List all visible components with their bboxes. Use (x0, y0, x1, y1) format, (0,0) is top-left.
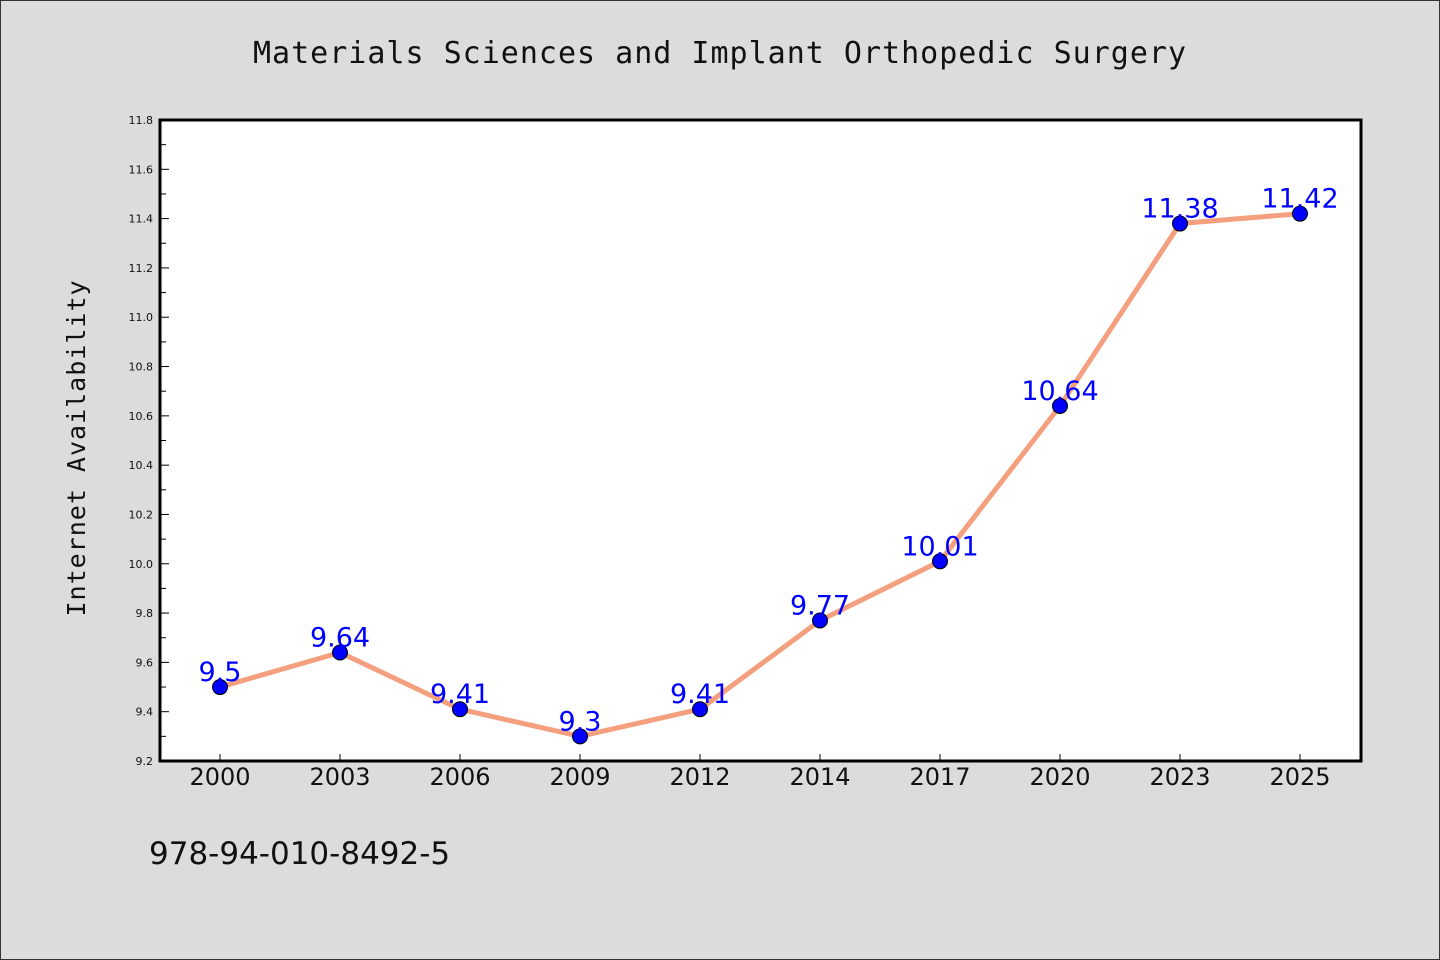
data-point-marker (332, 644, 348, 661)
y-tick-label: 10.0 (129, 558, 154, 571)
data-point-marker (812, 612, 828, 629)
data-point-marker (1172, 215, 1188, 232)
y-tick-label: 9.6 (136, 656, 154, 669)
x-tick-label: 2009 (549, 763, 610, 791)
data-value-label: 10.64 (1021, 376, 1098, 407)
data-value-label: 9.77 (790, 590, 850, 621)
y-axis-label: Internet Availability (62, 279, 91, 616)
y-tick-label: 11.4 (129, 213, 154, 226)
x-axis: 2000 2003 2006 2009 2012 2014 2017 2020 2023 2025 (189, 754, 1331, 791)
data-point-marker (692, 701, 708, 718)
data-point-marker (1052, 397, 1068, 414)
data-point-marker (932, 553, 948, 570)
x-tick-label: 2014 (789, 763, 850, 791)
data-label-group: 9.5 9.64 9.41 9.3 9.41 9.77 10.01 10.64 11.38 11.… (199, 184, 1339, 738)
x-tick-label: 2025 (1269, 763, 1330, 791)
y-tick-label: 11.6 (129, 163, 154, 176)
isbn-text: 978-94-010-8492-5 (149, 836, 450, 872)
x-tick-label: 2003 (309, 763, 370, 791)
data-value-label: 9.41 (670, 679, 730, 710)
data-value-label: 9.3 (559, 706, 602, 737)
series-line-group (212, 205, 1308, 745)
series-line (217, 211, 1303, 739)
data-point-marker (572, 728, 588, 745)
x-tick-label: 2023 (1149, 763, 1210, 791)
plot-area (158, 118, 1363, 763)
y-tick-label: 10.4 (129, 459, 154, 472)
chart-title: Materials Sciences and Implant Orthopedi… (253, 36, 1187, 71)
y-tick-label: 11.8 (129, 114, 154, 127)
data-value-label: 9.5 (199, 657, 242, 688)
y-tick-label: 10.6 (129, 410, 154, 423)
data-value-label: 11.38 (1141, 194, 1218, 225)
data-point-marker (1292, 205, 1308, 222)
data-value-label: 9.41 (430, 679, 490, 710)
data-value-label: 10.01 (901, 531, 978, 562)
x-tick-label: 2020 (1029, 763, 1090, 791)
data-value-label: 11.42 (1261, 184, 1338, 215)
y-tick-label: 10.8 (129, 361, 154, 374)
x-tick-label: 2017 (909, 763, 970, 791)
data-point-marker (452, 701, 468, 718)
y-tick-label: 11.0 (129, 311, 154, 324)
y-tick-label: 9.2 (136, 755, 154, 768)
x-tick-label: 2000 (189, 763, 250, 791)
data-value-label: 9.64 (310, 623, 370, 654)
y-tick-label: 10.2 (129, 508, 154, 521)
y-axis: 9.2 9.4 9.6 9.8 10.0 10.2 10.4 10.6 10.8 11.0 11.2… (129, 114, 169, 768)
y-tick-label: 9.4 (136, 706, 154, 719)
y-tick-label: 9.8 (136, 607, 154, 620)
x-tick-label: 2006 (429, 763, 490, 791)
y-tick-label: 11.2 (129, 262, 154, 275)
data-point-marker (212, 679, 228, 696)
x-tick-label: 2012 (669, 763, 730, 791)
